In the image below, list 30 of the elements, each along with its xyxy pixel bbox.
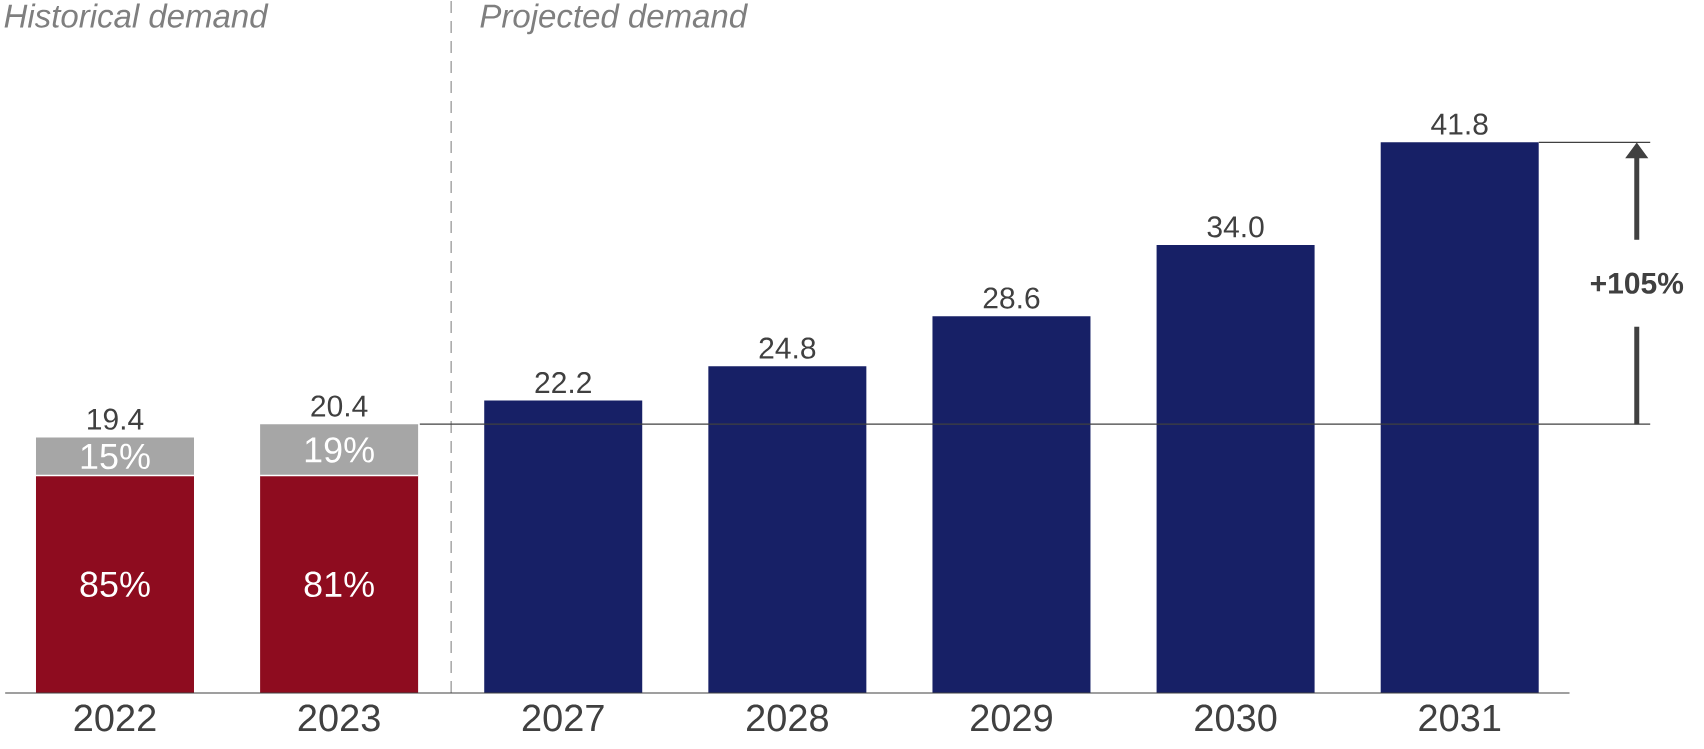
text: Historical demand [4,3,269,28]
data-label: 41.8 [1431,113,1488,135]
annotation: 19% [305,437,374,463]
bar [260,475,419,693]
bar [708,366,867,693]
total-label: 19.4 [88,408,144,430]
bar [932,316,1091,693]
text: +105% [1590,272,1684,294]
x-tick-label: 2023 [298,704,380,732]
bar [260,424,419,476]
x-tick-label: 2027 [522,704,604,732]
annotation: 15% [81,443,150,470]
bar [1156,245,1315,693]
data-label: 34.0 [1207,216,1264,238]
data-label: 28.6 [983,287,1040,309]
bar [1380,142,1539,693]
bar [35,475,194,693]
text: Projected demand [480,3,748,35]
bar [484,400,643,693]
annotation: 85% [80,571,150,598]
annotation: 81% [304,571,374,598]
total-label: 20.4 [311,395,368,417]
data-label: 24.8 [759,337,816,359]
x-tick-label: 2031 [1419,704,1501,732]
x-tick-label: 2030 [1195,704,1277,732]
data-label: 22.2 [535,372,591,393]
bar [35,437,194,476]
x-tick-label: 2028 [747,704,828,732]
x-tick-label: 2022 [74,704,156,732]
x-tick-label: 2029 [971,704,1052,732]
